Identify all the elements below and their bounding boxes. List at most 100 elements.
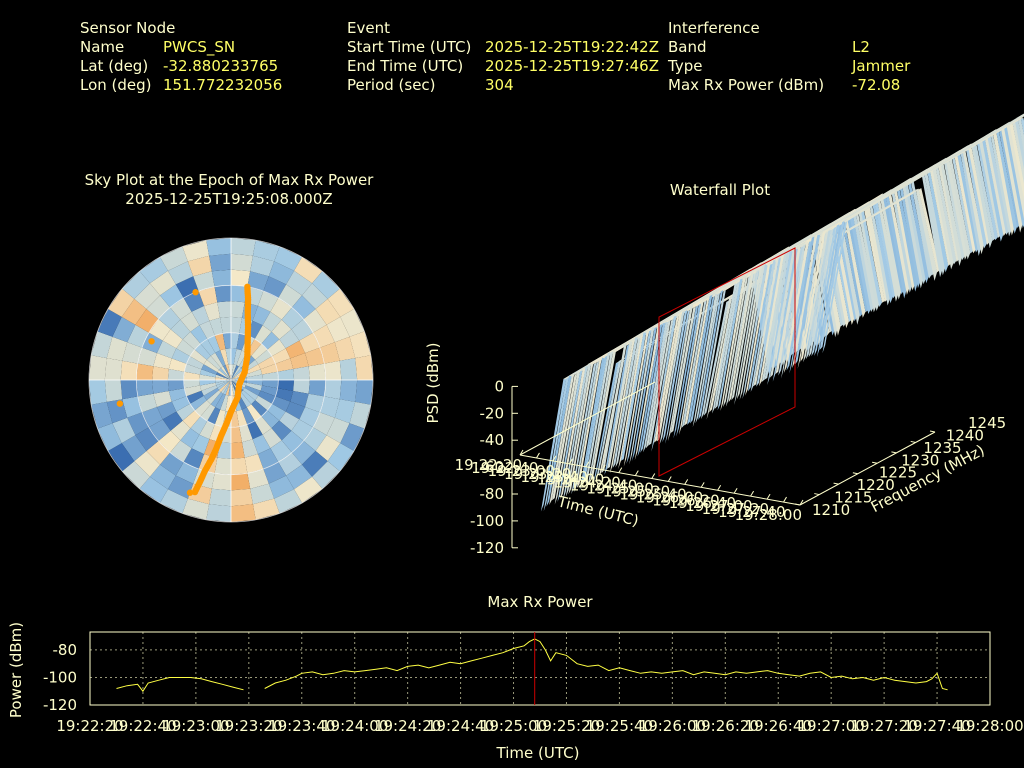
sky-cell [220,316,231,334]
sky-cell [231,380,237,396]
event-period-label: Period (sec) [347,76,436,94]
sky-cell [270,298,292,320]
sky-cell [139,257,168,284]
sky-cell [152,380,169,394]
waterfall-freq-tick-label: 1210 [812,501,850,519]
waterfall-title: Waterfall Plot [669,181,771,199]
waterfall-time-tick-label: 19:27:40 [718,503,785,521]
interference-type-label: Type [668,57,703,75]
waterfall-z-tick-label: 0 [494,377,504,395]
waterfall-time-tick [667,476,672,482]
sky-cell [215,380,231,383]
sky-cell [315,298,341,325]
sky-cell [236,409,248,427]
sky-cell [320,396,340,418]
sky-cell [220,394,229,412]
sky-cell [220,366,231,380]
waterfall-time-tick-label: 19:22:20 [455,456,522,474]
sky-cell [279,411,300,431]
sky-satellite-point [116,400,124,407]
sky-cell [120,380,138,400]
sky-cell [183,448,204,469]
sky-cell [334,336,356,361]
waterfall-time-tick [618,467,623,473]
waterfall-z-axis-label: PSD (dBm) [424,342,442,423]
sky-cell [277,369,295,380]
sky-cell [231,348,237,365]
sky-cell [244,385,261,396]
interference-power-label: Max Rx Power (dBm) [668,76,825,94]
power-y-tick-label: -120 [43,696,77,714]
sky-cell [97,423,122,451]
sky-cell [214,409,226,427]
waterfall-freq-tick [910,440,916,443]
sky-cell [231,364,237,380]
power-x-tick-label: 19:22:20 [56,717,123,735]
waterfall-time-tick-label: 19:24:00 [537,471,604,489]
sky-cell [198,286,218,306]
sky-cell [231,269,251,287]
sky-cell [199,421,215,440]
sky-cell [215,380,231,386]
power-x-tick-label: 19:23:20 [215,717,282,735]
sky-cell [136,363,154,380]
waterfall-time-tick-label: 19:27:00 [685,497,752,515]
sky-cell [97,309,122,337]
sky-track-point [191,488,199,496]
sky-cell [176,403,195,421]
sensor-lat-label: Lat (deg) [80,57,149,75]
sky-cell [122,461,150,489]
sky-cell [207,335,221,353]
waterfall-freq-axis [799,431,936,506]
sky-cell [231,442,245,459]
waterfall-time-tick [601,464,606,470]
waterfall-back-axis [519,381,656,456]
waterfall-time-tick [733,487,738,494]
sky-cell [170,440,192,462]
sky-cell [206,238,231,256]
sky-cell [231,238,256,256]
sky-cell [225,364,231,380]
sky-cell [267,403,286,421]
event-start-value: 2025-12-25T19:22:42Z [485,38,659,56]
sky-cell [231,301,245,318]
sky-cell [215,393,226,410]
sky-cell [271,319,292,340]
sky-cell [290,391,309,407]
sky-cell [203,387,219,401]
sky-cell [255,349,272,365]
sky-cell [215,374,231,380]
sky-cell [261,331,280,350]
sky-cell [171,396,190,412]
sky-cell [294,257,323,284]
sky-cell [326,417,350,444]
sky-cell [210,352,224,368]
sky-cell [254,416,272,435]
sky-cell [313,412,335,436]
power-x-tick-label: 19:23:40 [268,717,335,735]
sky-cell [305,347,325,367]
interference-power-value: -72.08 [852,76,901,94]
sky-cell [162,329,183,349]
sky-cell [231,364,234,380]
sky-cell [299,332,320,353]
sky-cell [339,380,358,402]
sky-cell [252,305,271,326]
sky-cell [271,420,292,441]
sky-cell [231,473,251,491]
sky-cell [137,347,157,367]
waterfall-time-tick-label: 19:25:40 [619,485,686,503]
waterfall-time-tick [717,485,722,491]
sky-cell [327,443,354,472]
sky-cell [355,355,373,380]
sky-cell [193,271,215,291]
sky-cell [199,369,217,378]
sky-cell [274,489,302,514]
sky-cell [91,331,113,359]
sky-cell [210,392,224,408]
sky-cell [231,488,253,507]
sky-cell [149,319,171,341]
sky-cell [139,476,168,503]
power-x-tick-label: 19:25:20 [533,717,600,735]
sky-cell [156,340,177,359]
